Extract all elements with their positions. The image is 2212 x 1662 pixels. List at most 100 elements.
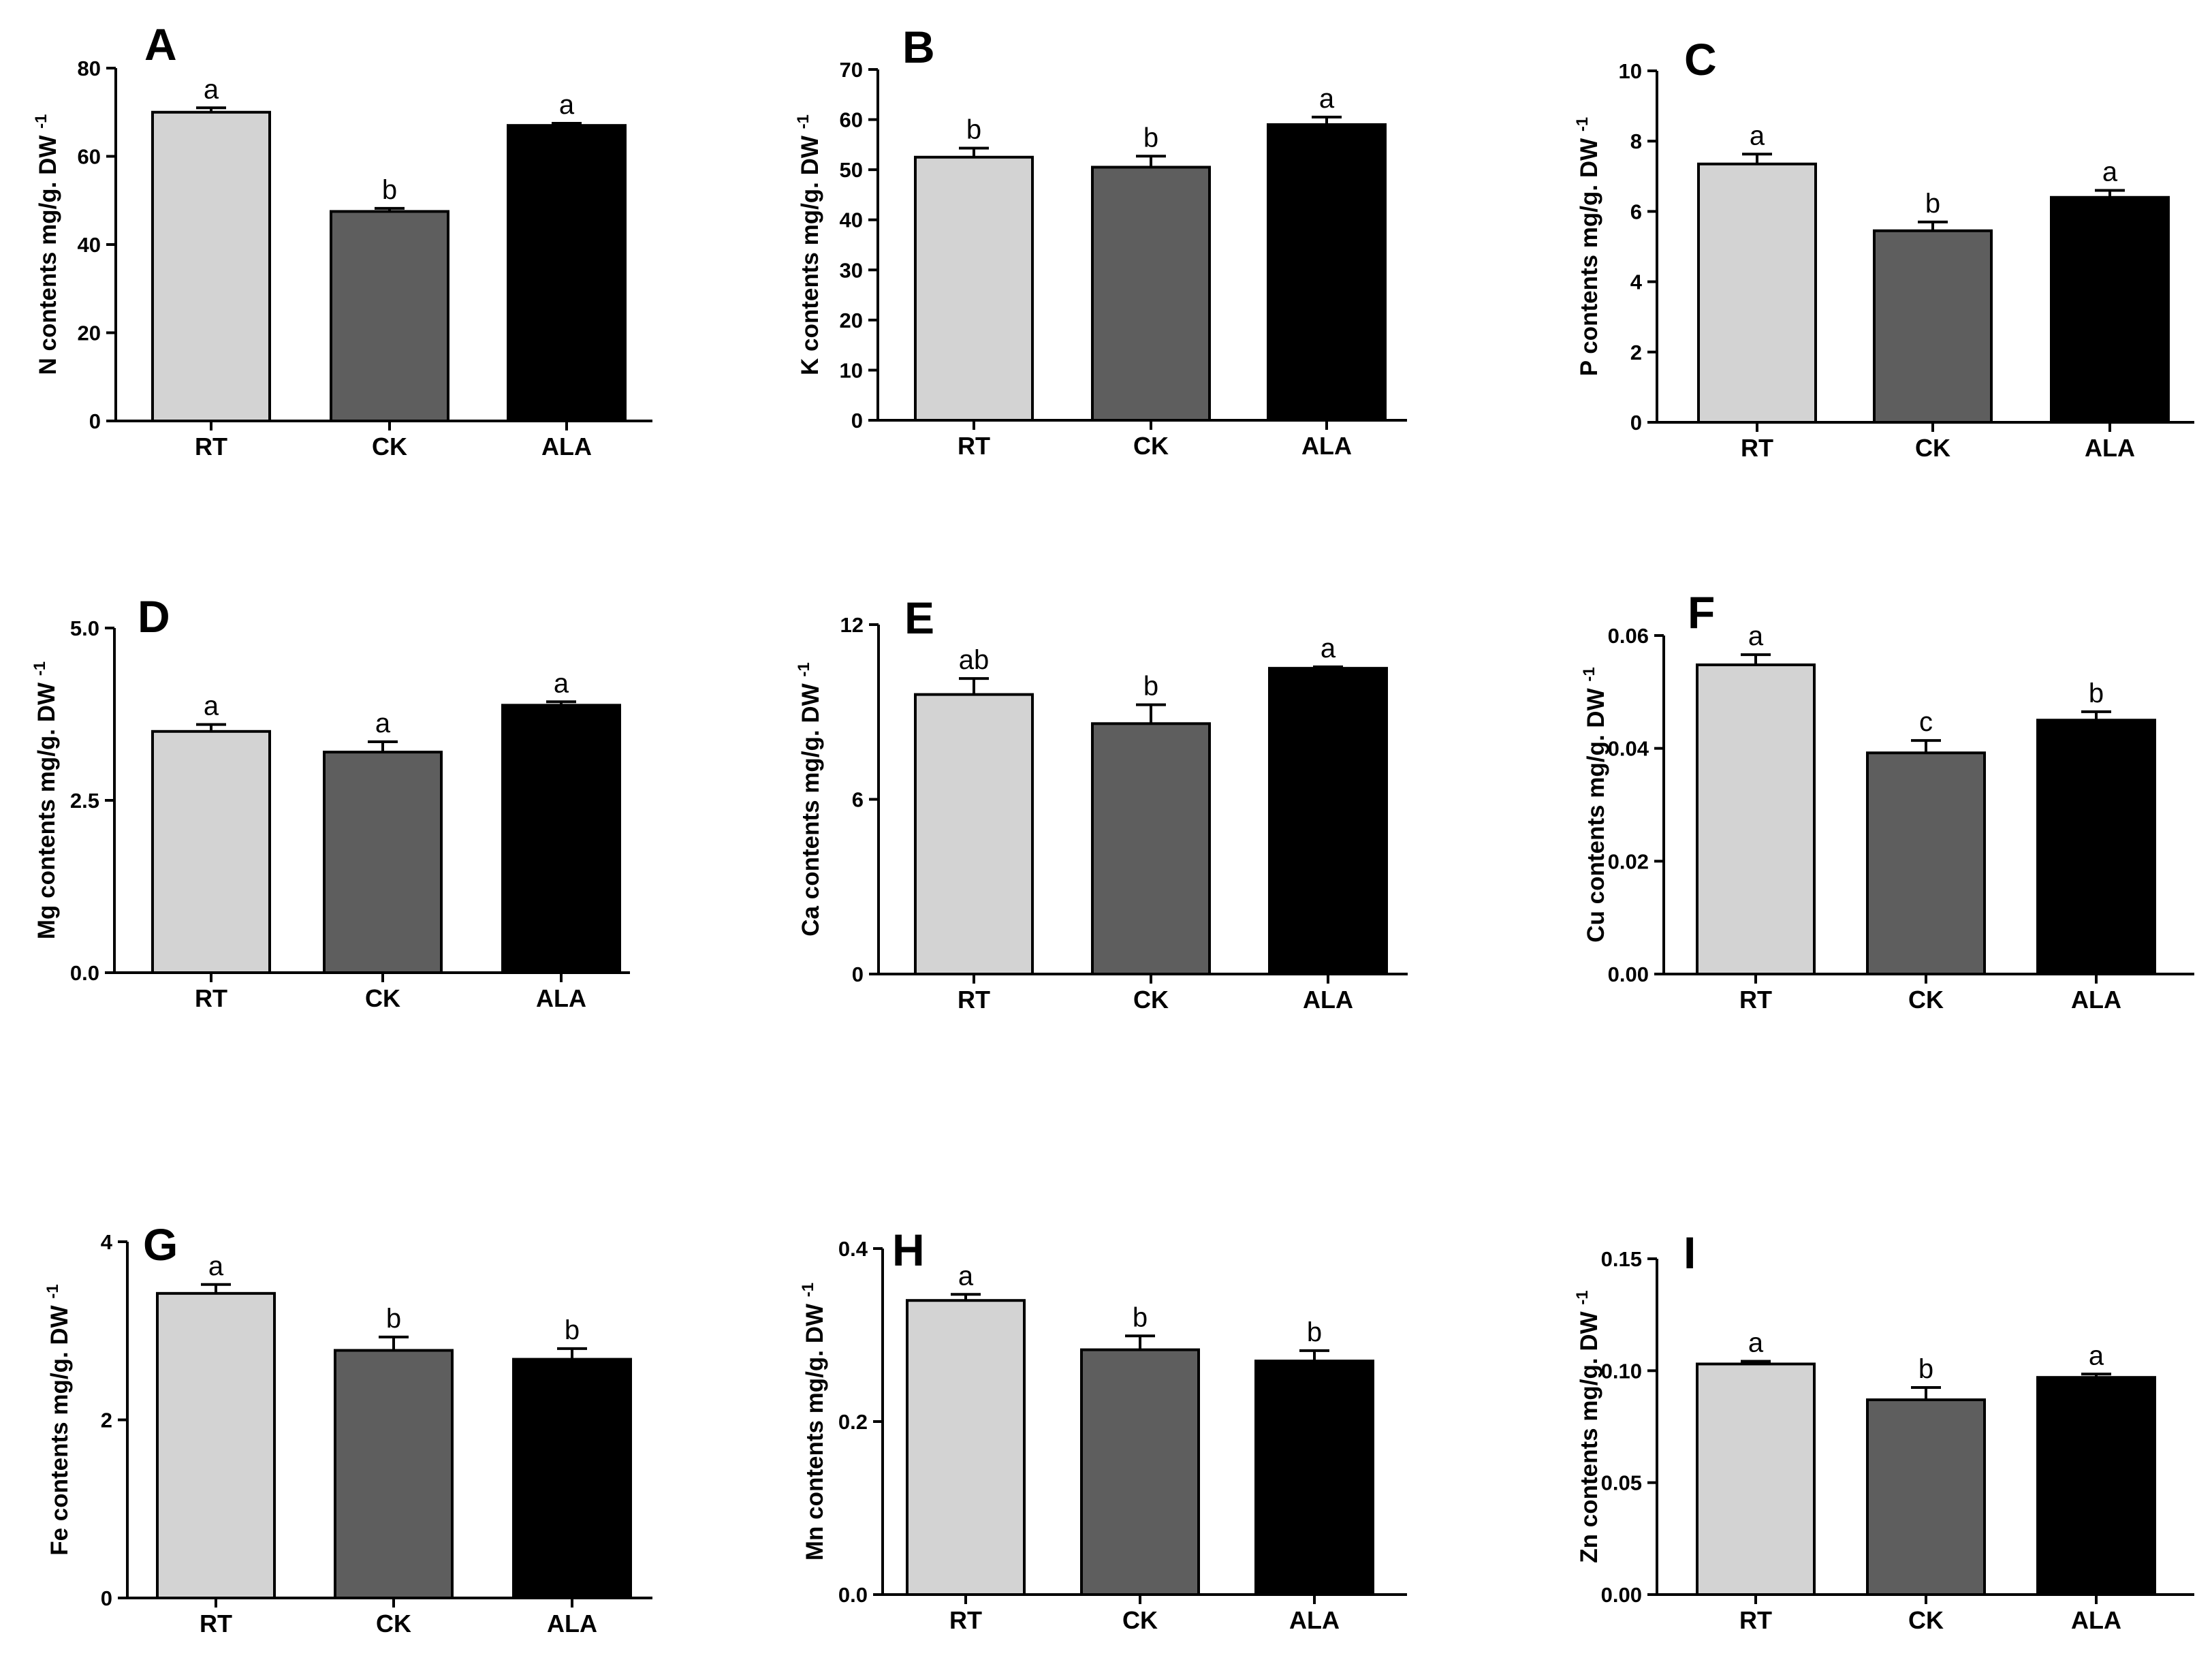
chart-i-y-axis-label-superscript: -1 (1573, 1290, 1592, 1304)
chart-d-y-axis-label-text: Mg contents mg/g. DW (33, 676, 60, 939)
chart-b-ytick-label: 70 (840, 58, 863, 82)
chart-g-y-axis-label-superscript: -1 (44, 1284, 62, 1298)
chart-e-xtick-label: CK (1133, 986, 1169, 1014)
chart-b-bar-ck (1091, 166, 1211, 422)
chart-e-ytick-label: 12 (840, 613, 864, 637)
chart-i-bar-ck (1866, 1398, 1986, 1597)
chart-i: 0.00 0.05 0.10 0.15 RT a CK b ALA a Zn contents mg… (1573, 1227, 2194, 1634)
chart-e-sig-label: a (1321, 633, 1336, 663)
chart-b-ytick-label: 20 (840, 309, 863, 332)
chart-i-bar-rt (1696, 1362, 1816, 1597)
chart-c: 0 2 4 6 8 10 RT a CK b ALA a P contents mg/g. DW -1 C (1573, 34, 2194, 462)
chart-d-panel-letter: D (138, 591, 170, 642)
chart-f-sig-label: a (1748, 621, 1764, 651)
chart-b-y-axis-label-superscript: -1 (794, 114, 812, 129)
chart-e-y-axis-label-text: Ca contents mg/g. DW (797, 677, 824, 937)
chart-c-sig-label: b (1925, 189, 1940, 219)
chart-c-panel-letter: C (1684, 34, 1717, 84)
chart-i-xtick-label: CK (1908, 1606, 1944, 1634)
chart-a-ytick-label: 20 (78, 322, 101, 345)
chart-b-y-axis-label: K contents mg/g. DW -1 (794, 114, 823, 375)
chart-h-ytick-label: 0.0 (838, 1583, 868, 1607)
chart-d-bar-ala (501, 704, 621, 974)
chart-c-ytick-label: 8 (1630, 129, 1642, 153)
chart-a-xtick-label: RT (195, 433, 227, 460)
chart-f: 0.00 0.02 0.04 0.06 RT a CK c ALA b Cu contents mg… (1580, 587, 2194, 1014)
chart-f-sig-label: c (1919, 707, 1933, 737)
chart-d-bar-rt (151, 730, 271, 975)
chart-a-ytick-label: 80 (78, 57, 101, 80)
chart-c-sig-label: a (1750, 121, 1765, 151)
chart-f-y-axis-label-superscript: -1 (1580, 667, 1598, 681)
chart-i-xtick-label: RT (1739, 1606, 1772, 1634)
chart-d-xtick-label: RT (195, 984, 227, 1012)
chart-h-xtick-label: RT (949, 1606, 982, 1634)
chart-b-sig-label: a (1319, 84, 1335, 114)
chart-b-panel-letter: B (902, 22, 935, 72)
chart-g-ytick-label: 4 (101, 1230, 113, 1254)
chart-d-bar-ck (323, 751, 443, 975)
chart-g: 0 2 4 RT a CK b ALA b Fe contents mg/g. DW -1 G (44, 1219, 652, 1637)
chart-a: 0 20 40 60 80 RT a CK b ALA a N contents mg/g. DW -… (32, 19, 652, 460)
chart-g-ytick-label: 2 (101, 1409, 112, 1432)
chart-i-y-axis-label: Zn contents mg/g. DW -1 (1573, 1290, 1602, 1563)
chart-h-sig-label: b (1133, 1302, 1148, 1332)
chart-i-sig-label: b (1918, 1354, 1933, 1384)
chart-c-bar-ck (1873, 229, 1993, 424)
chart-g-y-axis-label: Fe contents mg/g. DW -1 (44, 1284, 73, 1556)
chart-a-y-axis-label-superscript: -1 (32, 114, 50, 129)
chart-b-ytick-label: 40 (840, 208, 863, 232)
chart-b-ytick-label: 0 (851, 409, 863, 433)
chart-g-xtick-label: CK (376, 1610, 411, 1637)
chart-b-ytick-label: 50 (840, 158, 863, 182)
chart-e: 0 6 12 RT ab CK b ALA a Ca contents mg/g. DW -1 E (795, 593, 1408, 1014)
chart-d-ytick-label: 5.0 (70, 616, 99, 640)
chart-e-xtick-label: ALA (1303, 986, 1353, 1014)
chart-a-sig-label: a (204, 74, 219, 104)
chart-h-y-axis-label: Mn contents mg/g. DW -1 (799, 1283, 828, 1561)
chart-d-ytick-label: 0.0 (70, 961, 99, 985)
chart-g-bar-ala (512, 1358, 632, 1599)
chart-g-panel-letter: G (143, 1219, 178, 1270)
chart-d-sig-label: a (554, 668, 569, 698)
chart-h-bar-ck (1080, 1348, 1200, 1596)
chart-c-ytick-label: 6 (1630, 200, 1642, 223)
chart-f-panel-letter: F (1688, 587, 1715, 638)
chart-b-sig-label: b (1143, 123, 1158, 153)
chart-a-bar-ala (507, 124, 627, 423)
chart-h-bar-ala (1254, 1360, 1374, 1596)
chart-f-xtick-label: ALA (2071, 986, 2121, 1014)
chart-g-ytick-label: 0 (101, 1586, 112, 1610)
chart-c-bar-ala (2050, 195, 2170, 424)
chart-f-bar-rt (1696, 663, 1816, 975)
chart-c-xtick-label: RT (1741, 434, 1773, 462)
chart-b-ytick-label: 60 (840, 108, 863, 132)
chart-g-sig-label: a (208, 1251, 224, 1281)
chart-e-y-axis-label: Ca contents mg/g. DW -1 (795, 662, 824, 936)
chart-h-ytick-label: 0.4 (838, 1237, 868, 1261)
chart-a-xtick-label: ALA (541, 433, 592, 460)
chart-d-y-axis-label: Mg contents mg/g. DW -1 (31, 661, 60, 939)
chart-f-sig-label: b (2089, 678, 2104, 708)
chart-g-sig-label: b (565, 1315, 580, 1345)
chart-i-xtick-label: ALA (2071, 1606, 2121, 1634)
chart-f-y-axis-label: Cu contents mg/g. DW -1 (1580, 667, 1609, 942)
chart-b-ytick-label: 30 (840, 258, 863, 282)
chart-c-y-axis-label-superscript: -1 (1573, 117, 1592, 131)
chart-h-y-axis-label-text: Mn contents mg/g. DW (802, 1297, 828, 1561)
chart-g-xtick-label: ALA (547, 1610, 597, 1637)
chart-f-ytick-label: 0.06 (1608, 624, 1649, 648)
chart-b-y-axis-label-text: K contents mg/g. DW (797, 129, 823, 375)
chart-c-ytick-label: 4 (1630, 270, 1643, 294)
chart-g-y-axis-label-text: Fe contents mg/g. DW (46, 1299, 73, 1556)
chart-c-sig-label: a (2102, 157, 2118, 187)
chart-a-bar-rt (151, 110, 271, 422)
chart-e-xtick-label: RT (958, 986, 990, 1014)
chart-f-y-axis-label-text: Cu contents mg/g. DW (1583, 682, 1609, 943)
chart-i-sig-label: a (1748, 1328, 1764, 1358)
chart-i-sig-label: a (2089, 1340, 2104, 1370)
chart-h-xtick-label: CK (1122, 1606, 1158, 1634)
chart-i-ytick-label: 0.10 (1601, 1359, 1642, 1383)
chart-c-ytick-label: 10 (1619, 59, 1642, 83)
